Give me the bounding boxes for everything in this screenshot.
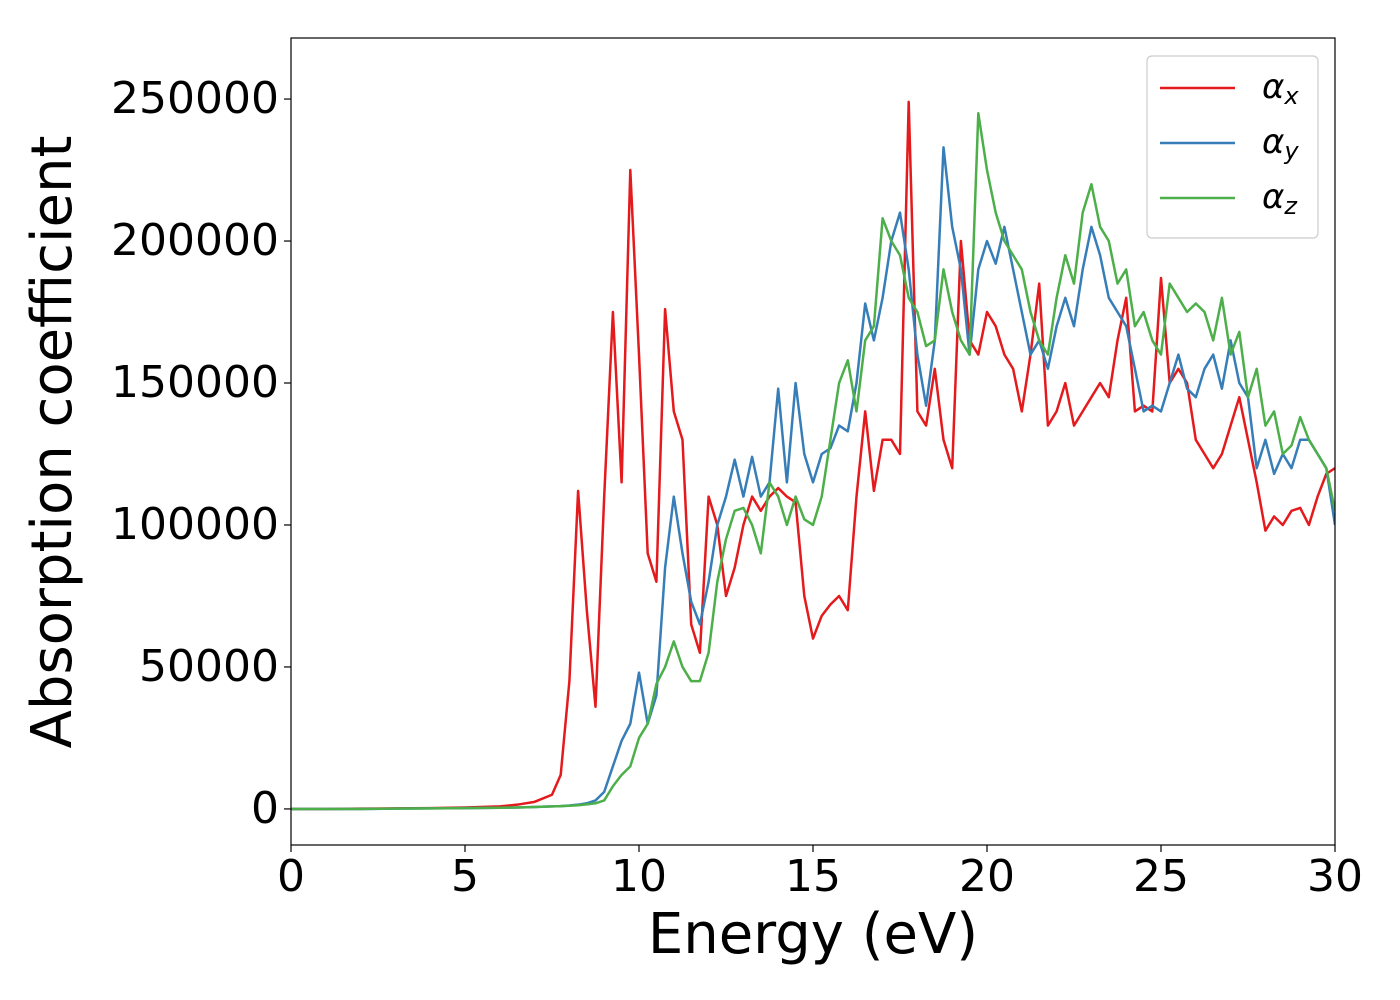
plot-lines <box>291 100 1335 811</box>
series-line <box>291 146 1335 811</box>
x-tick-label: 10 <box>611 851 667 902</box>
x-tick-label: 30 <box>1307 851 1363 902</box>
x-tick-label: 20 <box>959 851 1015 902</box>
series-line <box>291 112 1335 811</box>
y-tick-label: 0 <box>251 783 279 834</box>
y-tick-label: 50000 <box>139 641 279 692</box>
plot-frame <box>290 37 1336 846</box>
y-tick-label: 250000 <box>111 73 279 124</box>
legend-label: αz <box>1262 177 1298 221</box>
x-tick-label: 25 <box>1133 851 1189 902</box>
y-tick-label: 100000 <box>111 499 279 550</box>
x-tick-label: 15 <box>785 851 841 902</box>
y-tick-label: 150000 <box>111 357 279 408</box>
legend-label: αx <box>1262 67 1299 111</box>
x-tick-label: 0 <box>277 851 305 902</box>
x-axis-label: Energy (eV) <box>648 902 978 967</box>
x-tick-label: 5 <box>451 851 479 902</box>
y-axis-label: Absorption coefficient <box>20 136 85 749</box>
legend-label: αy <box>1262 122 1299 166</box>
y-tick-label: 200000 <box>111 215 279 266</box>
legend-box <box>1146 55 1319 239</box>
